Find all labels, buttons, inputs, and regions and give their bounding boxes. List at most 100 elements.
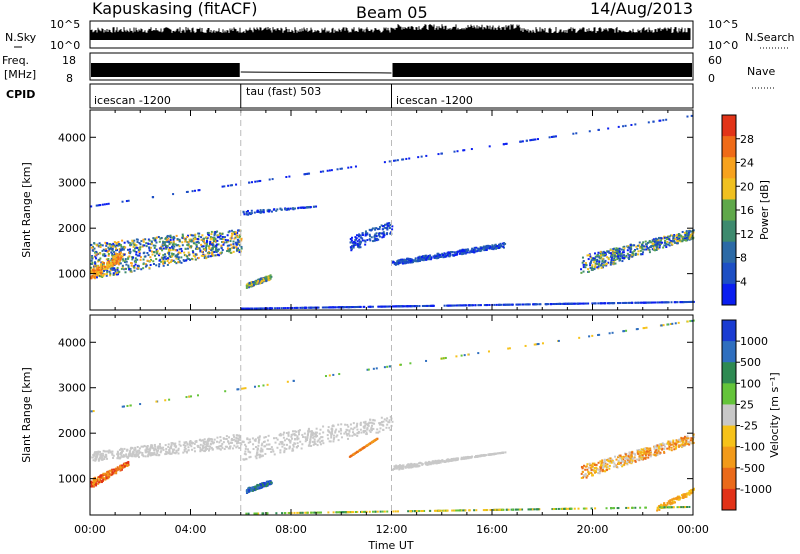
echo-cell [108,248,111,251]
echo-cell [91,256,94,259]
echo-cell [269,277,272,280]
echo-cell [122,253,125,256]
echo-cell [261,307,264,310]
echo-cell [183,254,186,257]
echo-cell [611,254,614,257]
echo-cell [250,280,253,283]
echo-cell [245,286,248,289]
echo-cell [552,135,555,138]
echo-cell [363,239,366,242]
echo-cell [368,429,371,432]
echo-cell [291,437,294,440]
echo-cell [481,246,484,249]
echo-cell [199,438,202,441]
echo-cell [533,138,536,141]
echo-cell [485,304,488,307]
echo-cell [102,273,105,276]
echo-cell [192,242,195,245]
echo-cell [94,459,97,462]
echo-cell [241,307,244,310]
echo-cell [328,306,331,309]
echo-cell [627,256,630,259]
echo-cell [133,448,136,451]
echo-cell [121,239,124,242]
echo-cell [99,272,102,275]
echo-cell [448,255,451,258]
echo-cell [312,443,315,446]
echo-cell [238,229,241,232]
echo-cell [143,244,146,247]
echo-cell [149,452,152,455]
echo-cell [161,260,164,263]
echo-cell [365,431,368,434]
echo-cell [155,448,158,451]
echo-cell [350,455,353,458]
echo-cell [100,273,103,276]
echo-cell [140,240,143,243]
echo-cell [109,272,112,275]
echo-cell [261,450,264,453]
echo-cell [267,276,270,279]
echo-cell [279,451,282,454]
echo-cell [591,268,594,271]
echo-cell [293,442,296,445]
echo-cell [447,253,450,256]
echo-cell [172,259,175,262]
echo-cell [200,236,203,239]
echo-cell [488,145,491,148]
echo-cell [130,446,133,449]
echo-cell [553,135,556,138]
echo-cell [172,442,175,445]
echo-cell [132,256,135,259]
echo-cell [189,443,192,446]
echo-cell [638,241,641,244]
echo-cell [676,239,679,242]
echo-cell [495,452,498,455]
echo-cell [116,253,119,256]
echo-cell [90,243,93,246]
echo-cell [403,260,406,263]
echo-cell [94,481,97,484]
echo-cell [618,247,621,250]
echo-cell [200,243,203,246]
echo-cell [641,242,644,245]
echo-cell [636,244,639,247]
echo-cell [296,438,299,441]
echo-cell [219,448,222,451]
echo-cell [249,451,252,454]
freq-label: Freq. [2,54,29,67]
echo-cell [139,451,142,454]
echo-cell [203,237,206,240]
echo-cell [463,250,466,253]
echo-cell [240,239,243,242]
echo-cell [113,268,116,271]
echo-cell [301,433,304,436]
echo-cell [251,181,254,184]
echo-cell [594,264,597,267]
echo-cell [166,263,169,266]
echo-cell [188,246,191,249]
echo-cell [142,238,145,241]
echo-cell [681,235,684,238]
echo-cell [231,232,234,235]
echo-cell [177,251,180,254]
echo-cell [251,281,254,284]
echo-cell [117,455,120,458]
echo-cell [628,246,631,249]
echo-cell [123,463,126,466]
echo-cell [332,438,335,441]
echo-cell [169,234,172,237]
echo-cell [548,136,551,139]
echo-cell [254,307,257,310]
echo-cell [224,445,227,448]
echo-cell [102,454,105,457]
echo-cell [111,261,114,264]
echo-cell [147,238,150,241]
echo-cell [228,249,231,252]
echo-cell [282,307,285,310]
echo-cell [616,250,619,253]
echo-cell [359,242,362,245]
echo-cell [376,238,379,241]
echo-cell [273,208,276,211]
echo-cell [205,257,208,260]
